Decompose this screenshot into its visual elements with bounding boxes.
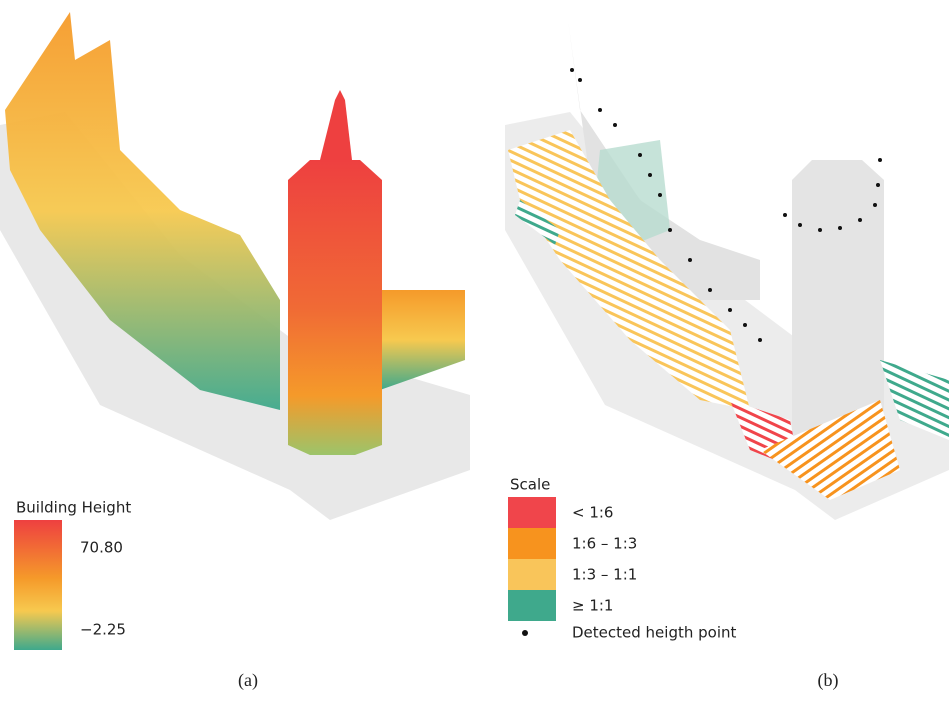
caption-a: (a) [238,670,258,691]
legend-swatch [508,559,556,590]
legend-label: ≥ 1:1 [572,597,613,615]
legend-title: Building Height [16,499,131,517]
legend-max: 70.80 [80,539,123,557]
map-b [505,20,949,520]
legend-swatch [508,528,556,559]
legend: < 1:6 1:6 – 1:3 1:3 – 1:1 ≥ 1:1 [508,497,637,621]
legend-label: < 1:6 [572,504,613,522]
point-symbol [522,630,528,636]
legend-swatch [508,590,556,621]
legend-label: 1:6 – 1:3 [572,535,637,553]
legend-min: −2.25 [80,621,126,639]
legend-swatch [508,497,556,528]
legend-label: 1:3 – 1:1 [572,566,637,584]
figure: Building Height 70.80 −2.25 (a) Scale < … [0,0,949,697]
map-a [0,12,470,520]
legend-title: Scale [510,476,550,494]
height-gradient [14,520,62,650]
legend-label: Detected heigth point [572,624,736,642]
caption-b: (b) [818,670,839,691]
